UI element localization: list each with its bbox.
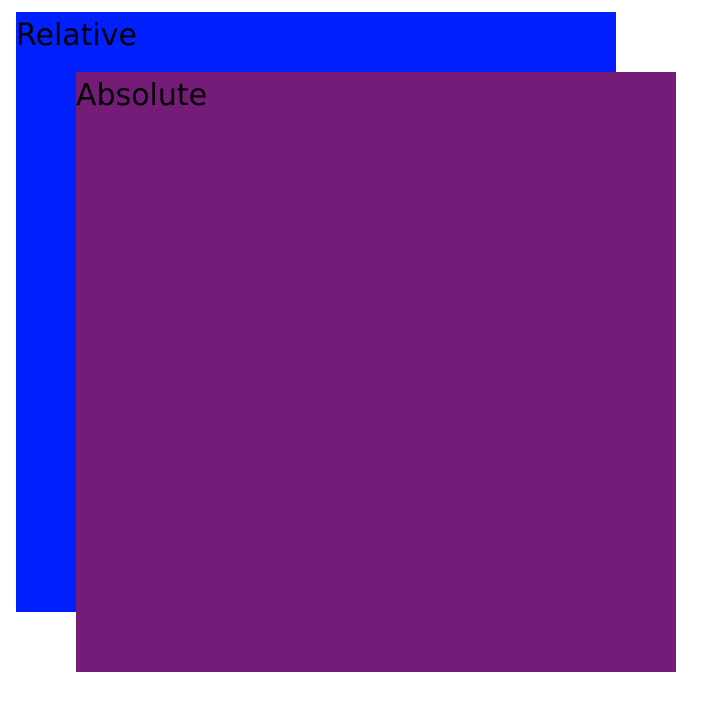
absolute-box: Absolute — [76, 72, 676, 672]
relative-box: Relative Absolute — [16, 12, 676, 672]
absolute-label: Absolute — [76, 78, 208, 113]
relative-label: Relative — [16, 18, 137, 53]
